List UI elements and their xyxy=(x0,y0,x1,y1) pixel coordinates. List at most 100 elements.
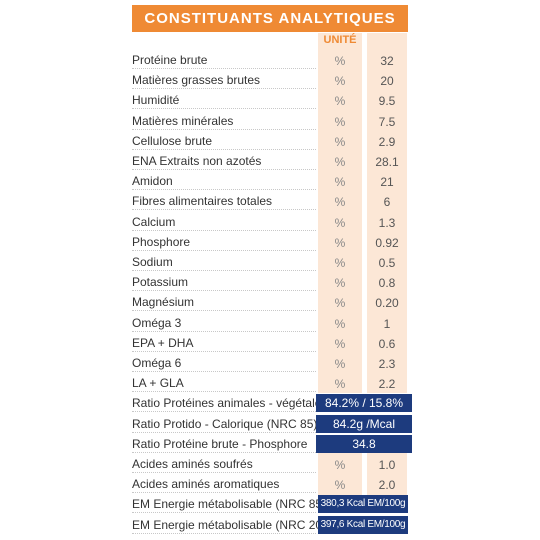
row-value: 0.5 xyxy=(378,256,396,270)
row-unit: % xyxy=(334,94,346,108)
highlighted-value: 84.2g /Mcal xyxy=(316,415,412,433)
row-label: LA + GLA xyxy=(132,376,184,390)
row-label: Oméga 6 xyxy=(132,356,182,370)
row-label: Protéine brute xyxy=(132,53,208,67)
highlighted-value: 34.8 xyxy=(316,435,412,453)
table-row: Sodium% 0.5 xyxy=(130,252,410,272)
table-row: Phosphore% 0.92 xyxy=(130,232,410,252)
table-row: Calcium% 1.3 xyxy=(130,212,410,232)
table-row: EM Energie métabolisable (NRC 85) 380,3 K… xyxy=(130,494,410,514)
row-divider xyxy=(132,108,316,109)
table-row: Acides aminés aromatiques% 2.0 xyxy=(130,474,410,494)
row-value: 21 xyxy=(380,175,394,189)
row-value: 6 xyxy=(383,195,391,209)
row-divider xyxy=(132,270,316,271)
row-label: Ratio Protéines animales - végétales xyxy=(132,396,328,410)
row-value: 9.5 xyxy=(378,94,396,108)
row-label: Cellulose brute xyxy=(132,134,213,148)
table-row: Matières grasses brutes% 20 xyxy=(130,70,410,90)
highlighted-value: 397,6 Kcal EM/100g xyxy=(318,516,408,534)
row-unit: % xyxy=(334,478,346,492)
row-value: 1 xyxy=(383,317,391,331)
table-title: CONSTITUANTS ANALYTIQUES xyxy=(132,5,408,32)
table-row: Potassium% 0.8 xyxy=(130,272,410,292)
row-label: EM Energie métabolisable (NRC 85) xyxy=(132,497,327,511)
row-divider xyxy=(132,351,316,352)
row-value: 1.3 xyxy=(378,216,396,230)
value-column-band-lower xyxy=(367,451,407,495)
value-column-band xyxy=(367,33,407,393)
table-row: Oméga 6% 2.3 xyxy=(130,353,410,373)
row-label: Magnésium xyxy=(132,295,195,309)
row-value: 0.6 xyxy=(378,337,396,351)
table-row: Humidité% 9.5 xyxy=(130,90,410,110)
row-divider xyxy=(132,411,316,412)
row-label: Calcium xyxy=(132,215,176,229)
row-label: EM Energie métabolisable (NRC 2006) xyxy=(132,518,340,532)
row-label: Acides aminés aromatiques xyxy=(132,477,280,491)
unit-column-header: UNITÉ xyxy=(323,34,357,46)
row-divider xyxy=(132,492,316,493)
row-label: Humidité xyxy=(132,93,180,107)
row-divider xyxy=(132,169,316,170)
row-divider xyxy=(132,512,316,513)
row-label: ENA Extraits non azotés xyxy=(132,154,262,168)
row-unit: % xyxy=(334,175,346,189)
table-row: Magnésium% 0.20 xyxy=(130,292,410,312)
table-row: Oméga 3% 1 xyxy=(130,313,410,333)
row-divider xyxy=(132,432,316,433)
table-row: Protéine brute% 32 xyxy=(130,50,410,70)
row-divider xyxy=(132,371,316,372)
row-label: Potassium xyxy=(132,275,189,289)
row-label: Fibres alimentaires totales xyxy=(132,194,273,208)
table-row: Ratio Protéines animales - végétales 84.2… xyxy=(130,393,412,413)
row-label: Matières grasses brutes xyxy=(132,73,261,87)
highlighted-value: 84.2% / 15.8% xyxy=(316,394,412,412)
row-unit: % xyxy=(334,377,346,391)
row-value: 2.3 xyxy=(378,357,396,371)
table-row: Matières minérales% 7.5 xyxy=(130,111,410,131)
table-row: ENA Extraits non azotés% 28.1 xyxy=(130,151,410,171)
row-unit: % xyxy=(334,317,346,331)
row-value: 7.5 xyxy=(378,115,396,129)
row-divider xyxy=(132,68,316,69)
row-unit: % xyxy=(334,115,346,129)
row-unit: % xyxy=(334,236,346,250)
row-label: Sodium xyxy=(132,255,173,269)
row-unit: % xyxy=(334,276,346,290)
row-unit: % xyxy=(334,458,346,472)
row-value: 2.0 xyxy=(378,478,396,492)
row-label: Matières minérales xyxy=(132,114,234,128)
row-divider xyxy=(132,290,316,291)
table-row: Amidon% 21 xyxy=(130,171,410,191)
table-row: Acides aminés soufrés% 1.0 xyxy=(130,454,410,474)
table-row: Cellulose brute% 2.9 xyxy=(130,131,410,151)
table-row: LA + GLA% 2.2 xyxy=(130,373,410,393)
row-value: 20 xyxy=(380,74,394,88)
row-divider xyxy=(132,331,316,332)
row-divider xyxy=(132,310,316,311)
row-divider xyxy=(132,533,316,534)
row-divider xyxy=(132,209,316,210)
row-label: Amidon xyxy=(132,174,173,188)
table-row: Ratio Protéine brute - Phosphore 34.8 xyxy=(130,434,412,454)
row-unit: % xyxy=(334,216,346,230)
row-value: 0.20 xyxy=(375,296,399,310)
row-unit: % xyxy=(334,357,346,371)
row-divider xyxy=(132,230,316,231)
row-label: Acides aminés soufrés xyxy=(132,457,253,471)
table-row: EPA + DHA% 0.6 xyxy=(130,333,410,353)
table-row: Fibres alimentaires totales% 6 xyxy=(130,191,410,211)
row-divider xyxy=(132,391,316,392)
row-unit: % xyxy=(334,256,346,270)
row-divider xyxy=(132,472,316,473)
row-label: Oméga 3 xyxy=(132,316,182,330)
row-divider xyxy=(132,88,316,89)
row-unit: % xyxy=(334,296,346,310)
unit-column-band-lower xyxy=(318,451,362,495)
row-label: Ratio Protéine brute - Phosphore xyxy=(132,437,308,451)
row-unit: % xyxy=(334,54,346,68)
table-row: EM Energie métabolisable (NRC 2006) 397,6… xyxy=(130,515,410,535)
row-value: 1.0 xyxy=(378,458,396,472)
row-label: Phosphore xyxy=(132,235,191,249)
